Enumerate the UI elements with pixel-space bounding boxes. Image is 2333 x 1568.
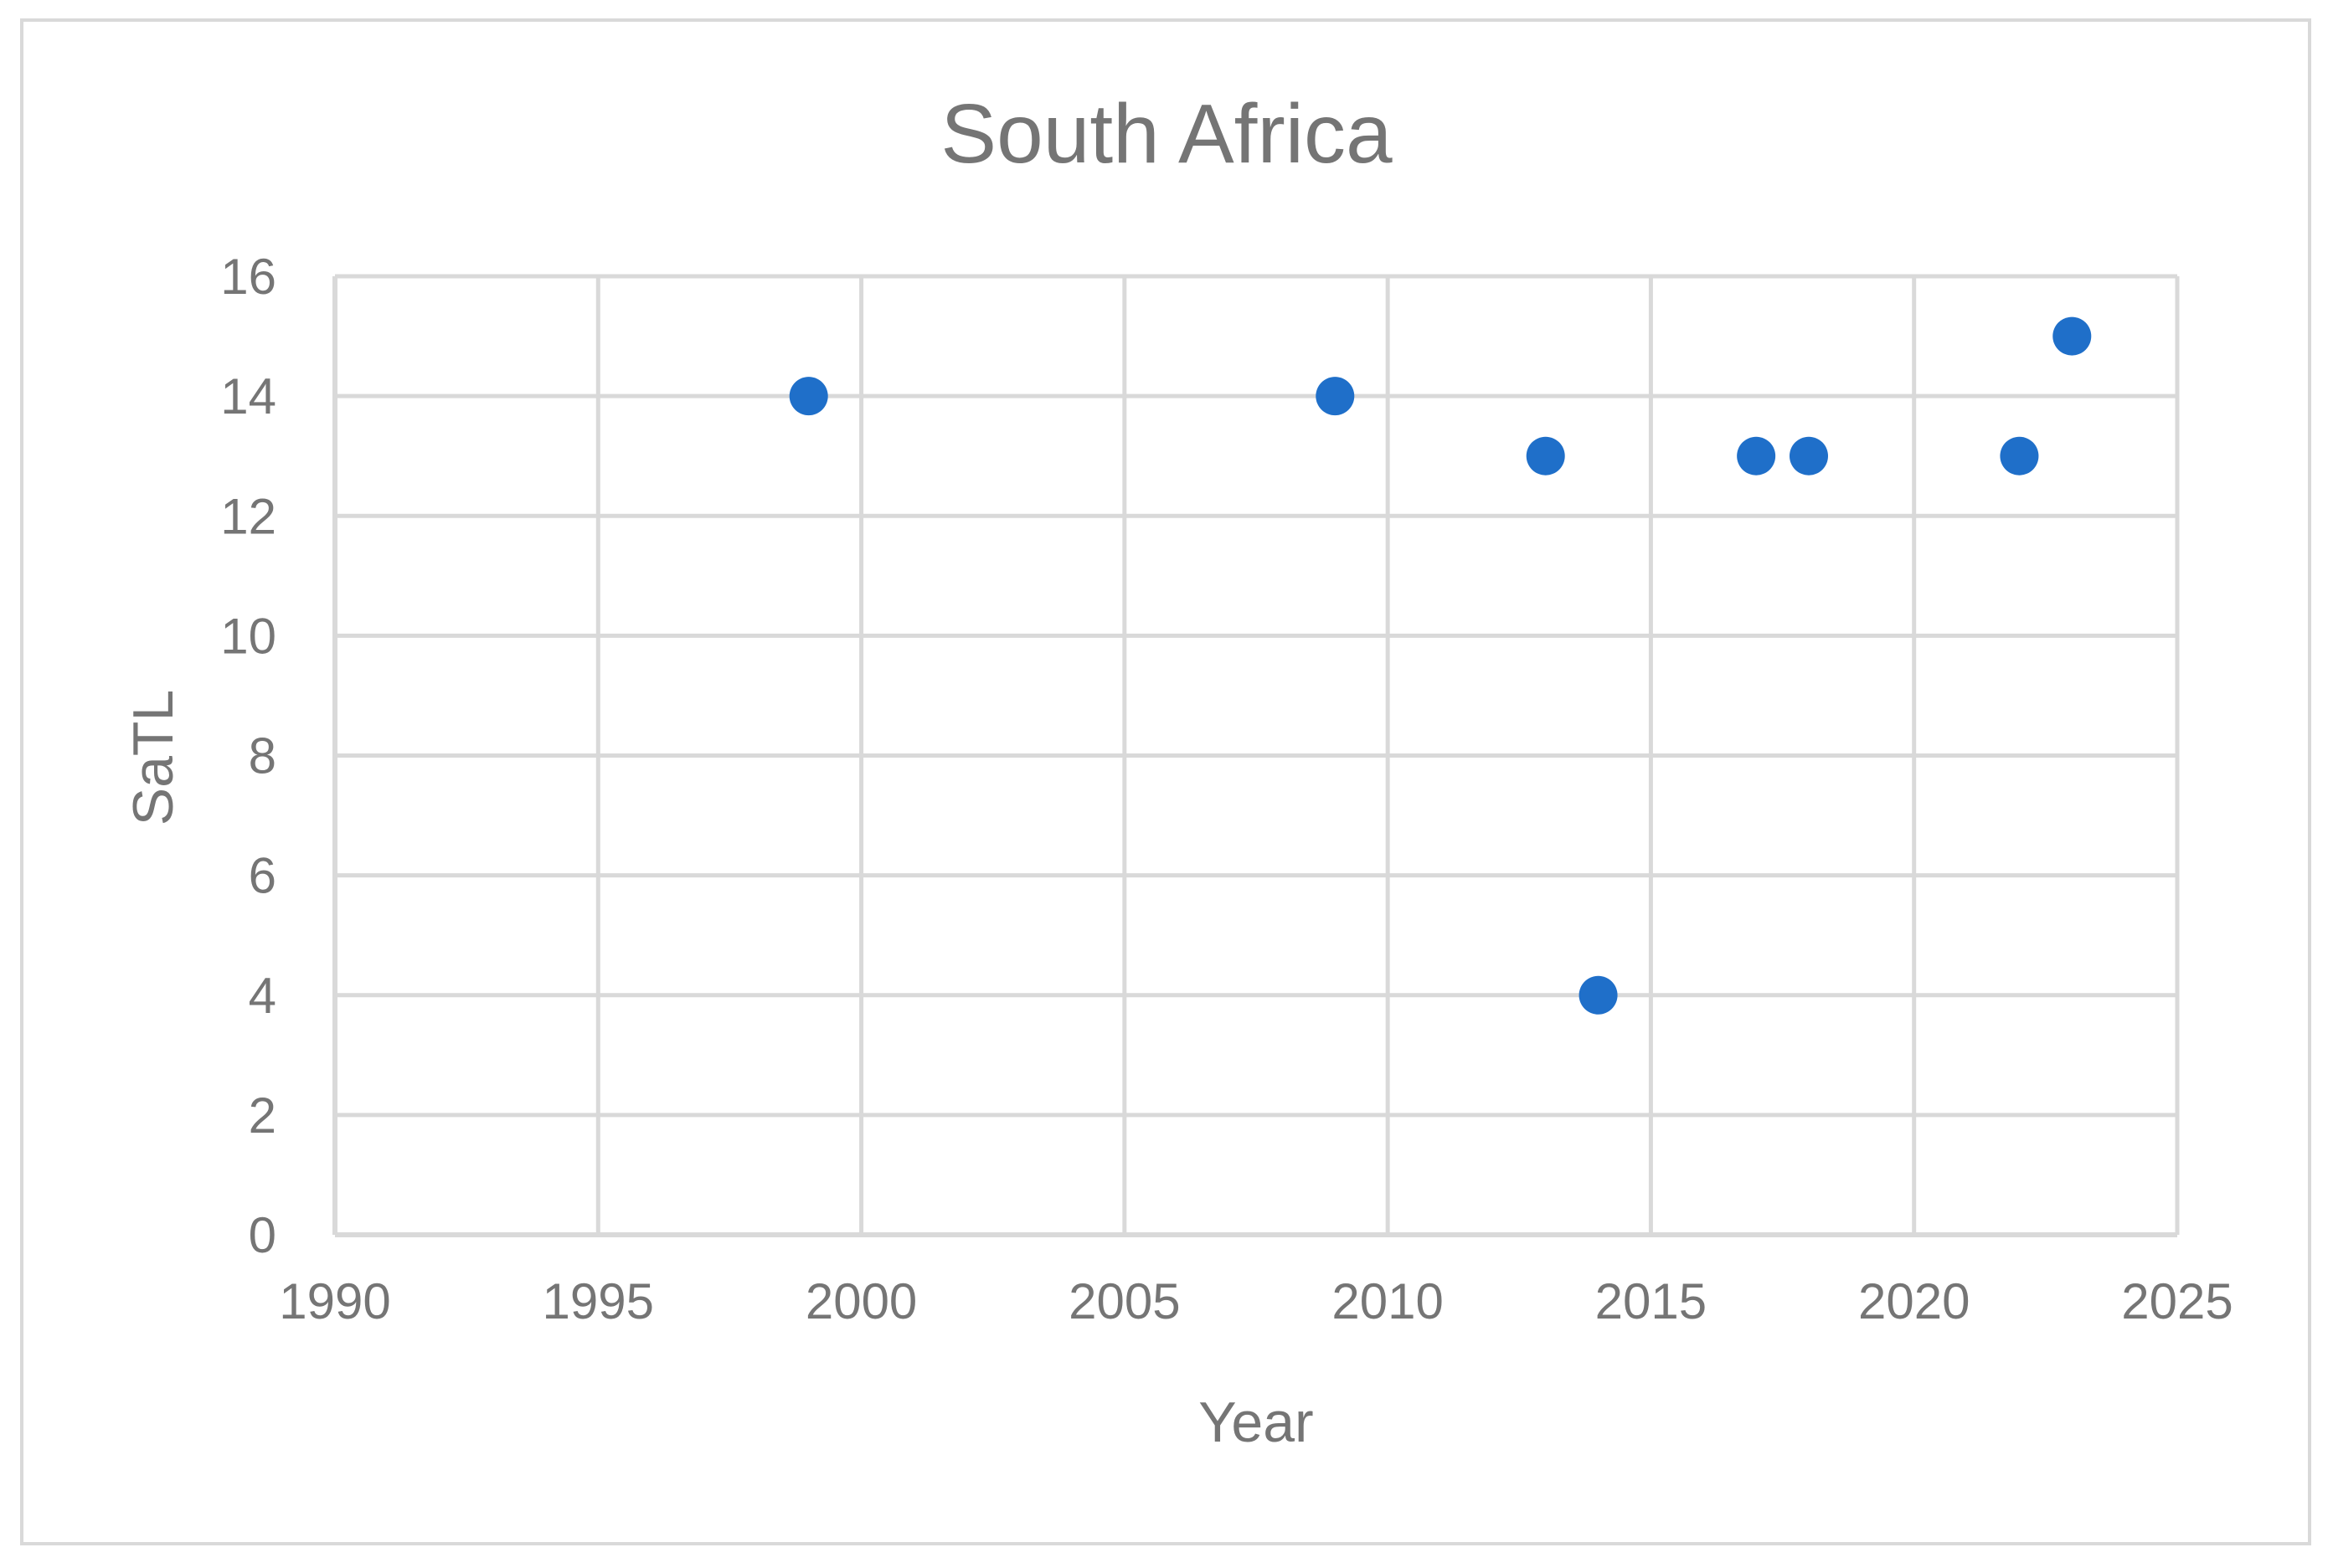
data-point: [1526, 436, 1565, 476]
axes: [332, 276, 2177, 1237]
x-tick-label: 2015: [1595, 1273, 1707, 1329]
x-tick-labels: 1990 1995 2000 2005 2010 2015 2020 2025: [279, 1273, 2233, 1329]
y-tick-labels: 0 2 4 6 8 10 12 14 16: [220, 249, 276, 1263]
y-tick-label: 12: [220, 488, 276, 544]
x-tick-label: 2000: [806, 1273, 917, 1329]
chart-frame: [20, 18, 2311, 1545]
data-point: [1790, 436, 1828, 476]
x-tick-label: 2020: [1858, 1273, 1970, 1329]
y-tick-label: 4: [249, 968, 276, 1024]
y-tick-label: 6: [249, 848, 276, 904]
x-tick-label: 1995: [543, 1273, 654, 1329]
x-tick-label: 2005: [1069, 1273, 1180, 1329]
x-tick-label: 2010: [1331, 1273, 1443, 1329]
y-tick-label: 2: [249, 1087, 276, 1144]
data-point: [789, 377, 828, 416]
y-tick-label: 16: [220, 249, 276, 305]
data-point: [1316, 377, 1355, 416]
x-tick-label: 1990: [279, 1273, 390, 1329]
chart-title: South Africa: [940, 87, 1393, 181]
y-tick-label: 0: [249, 1207, 276, 1263]
x-tick-label: 2025: [2121, 1273, 2233, 1329]
y-tick-label: 10: [220, 608, 276, 664]
data-point: [2052, 316, 2092, 356]
y-tick-label: 14: [220, 368, 276, 424]
grid-lines: [335, 274, 2180, 1235]
data-point: [1579, 975, 1618, 1015]
x-axis-label: Year: [1198, 1391, 1313, 1454]
data-point: [2000, 436, 2039, 476]
y-tick-label: 8: [249, 728, 276, 784]
data-points: [789, 316, 2092, 1015]
data-point: [1737, 436, 1776, 476]
y-axis-label: SaTL: [121, 690, 185, 826]
